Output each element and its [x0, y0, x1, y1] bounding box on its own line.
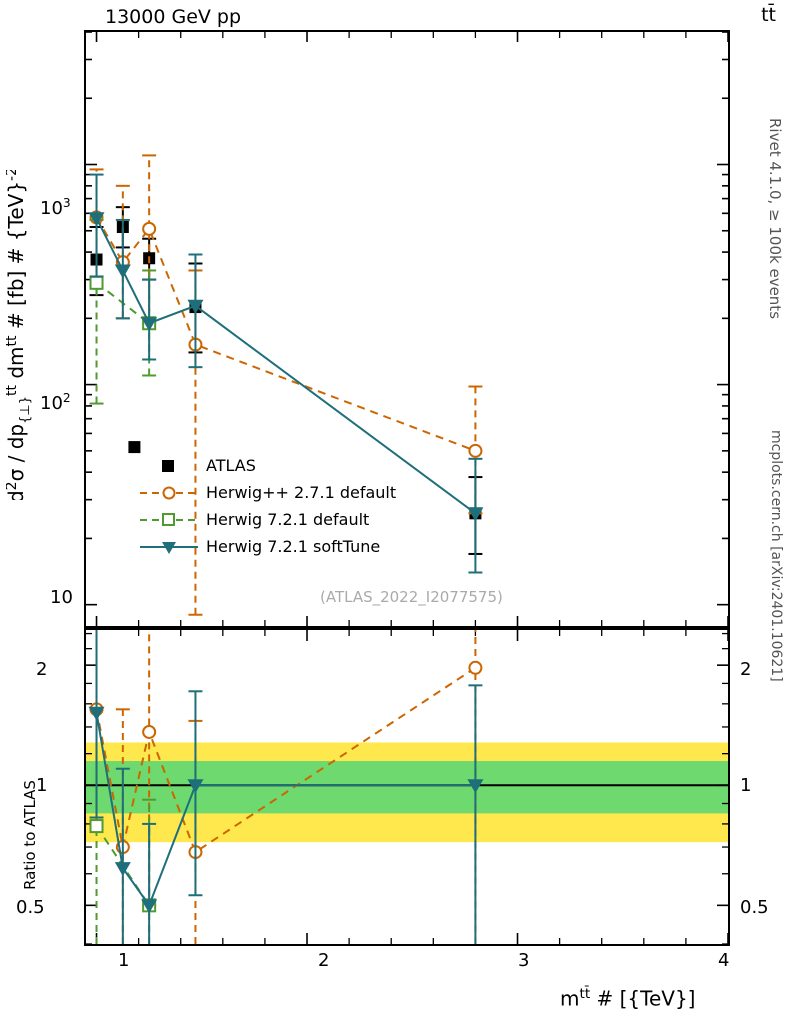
main-plot-svg — [86, 32, 728, 626]
legend-label-herwig721-default: Herwig 7.2.1 default — [206, 510, 370, 529]
legend-item-herwigpp[interactable]: Herwig++ 2.7.1 default — [140, 479, 396, 506]
legend-item-atlas[interactable]: ATLAS — [140, 452, 396, 479]
y-axis-label: d2σ / dp{⊥}tt̄ dmtt̄ # [fb] # {TeV}-2 — [6, 170, 40, 500]
y-tick-100: 102 — [40, 391, 71, 414]
legend-label-atlas: ATLAS — [206, 456, 256, 475]
ratio-y-tick-05-left: 0.5 — [16, 897, 45, 918]
header-process-label: tt̄ — [761, 4, 776, 26]
main-plot-panel — [84, 30, 730, 628]
x-axis-label: mtt̄ # [{TeV}] — [560, 986, 696, 1011]
x-tick-3: 3 — [518, 950, 530, 971]
ratio-y-axis-label-svg: Ratio to ATLAS — [22, 780, 39, 890]
legend-item-herwig721-default[interactable]: Herwig 7.2.1 default — [140, 506, 396, 533]
ratio-y-tick-1-right: 1 — [740, 775, 752, 796]
analysis-watermark: (ATLAS_2022_I2077575) — [320, 588, 503, 606]
legend-symbol-open-square — [140, 510, 198, 530]
ratio-plot-svg — [86, 630, 728, 944]
legend-symbol-open-circle — [140, 483, 198, 503]
ratio-y-axis-label: Ratio to ATLAS — [22, 760, 44, 910]
svg-text:d2σ / dp{⊥}tt̄ dmtt̄ # [fb] #: d2σ / dp{⊥}tt̄ dmtt̄ # [fb] # {TeV}-2 — [6, 170, 33, 500]
ratio-y-tick-2-left: 2 — [36, 659, 48, 680]
ratio-plot-panel — [84, 628, 730, 946]
y-tick-1000: 103 — [40, 196, 71, 219]
ratio-y-tick-1-left: 1 — [36, 775, 48, 796]
legend-item-herwig721-softtune[interactable]: Herwig 7.2.1 softTune — [140, 533, 396, 560]
legend-symbol-filled-triangle — [140, 537, 198, 557]
legend-label-herwig721-softtune: Herwig 7.2.1 softTune — [206, 537, 381, 556]
y-tick-10: 10 — [50, 587, 73, 608]
ratio-y-tick-05-right: 0.5 — [740, 897, 769, 918]
y-axis-label-svg: d2σ / dp{⊥}tt̄ dmtt̄ # [fb] # {TeV}-2 — [6, 170, 33, 500]
x-tick-4: 4 — [718, 950, 730, 971]
mcplots-source-label: mcplots.cern.ch [arXiv:2401.10621] — [768, 430, 784, 682]
x-tick-1: 1 — [118, 950, 130, 971]
rivet-version-label: Rivet 4.1.0, ≥ 100k events — [766, 118, 784, 320]
legend-label-herwigpp: Herwig++ 2.7.1 default — [206, 483, 397, 502]
legend: ATLAS Herwig++ 2.7.1 default Herwig 7.2.… — [140, 452, 396, 560]
legend-symbol-filled-square — [140, 456, 198, 476]
header-beam-label: 13000 GeV pp — [105, 6, 242, 28]
ratio-y-tick-2-right: 2 — [740, 659, 752, 680]
ratio-y-axis-label-text: Ratio to ATLAS — [22, 780, 39, 890]
x-tick-2: 2 — [318, 950, 330, 971]
